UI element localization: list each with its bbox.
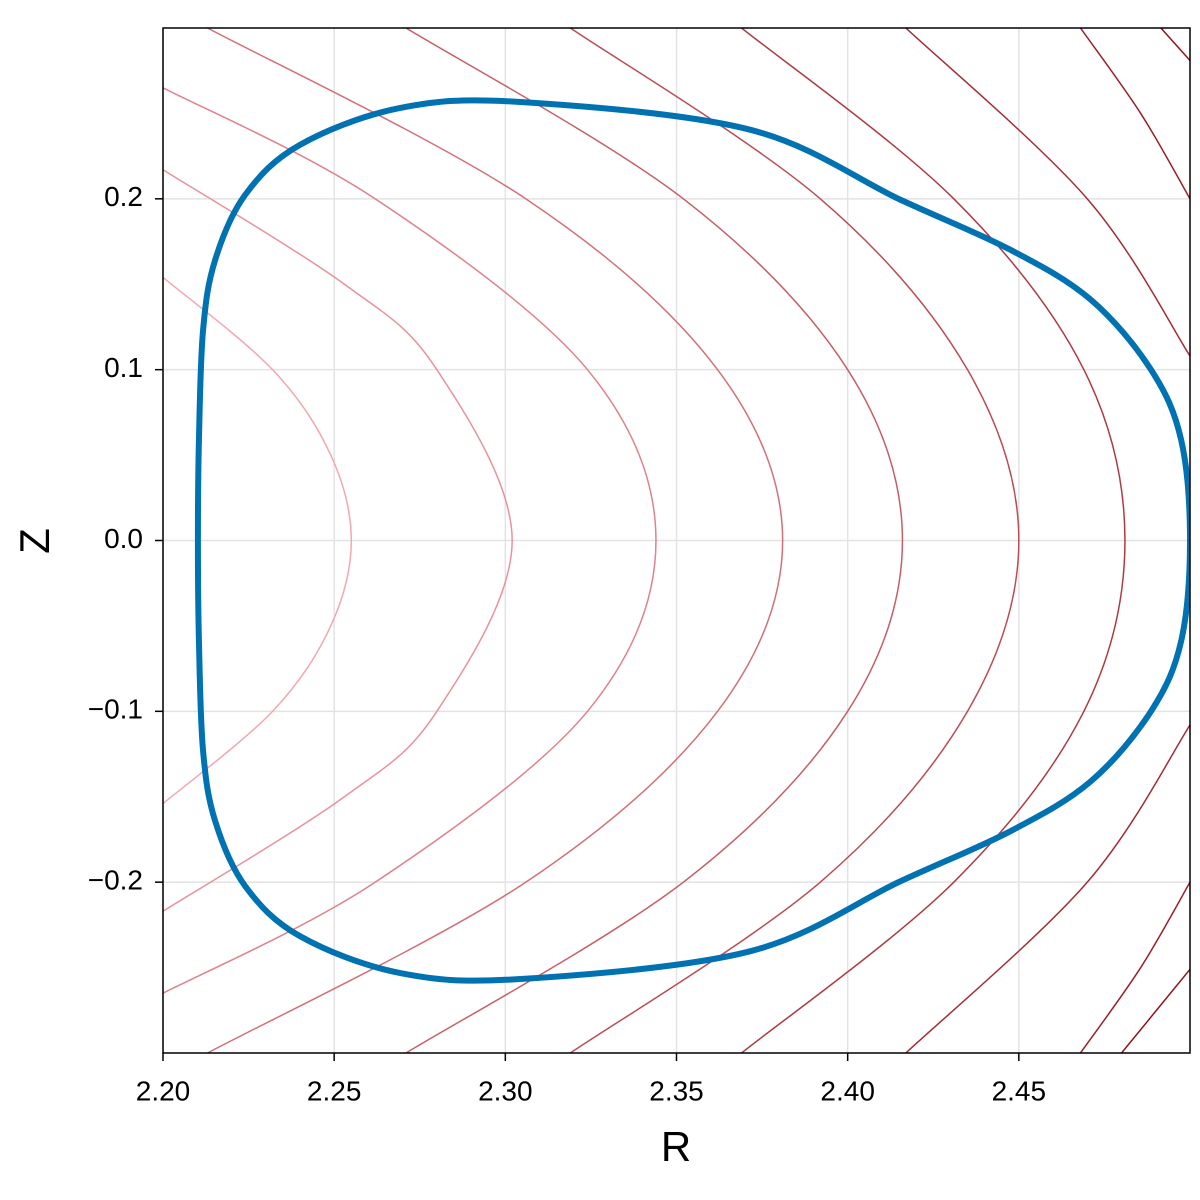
contour-line [207,28,784,1053]
contour-line [163,87,657,994]
contour-line [405,28,904,1053]
grid [162,28,1190,1053]
contour-line [163,276,353,805]
x-axis-label: R [661,1123,691,1170]
contour-line [905,28,1190,1053]
x-tick-label: 2.45 [992,1075,1047,1106]
x-tick-label: 2.40 [820,1075,875,1106]
y-tick-label: 0.2 [104,181,143,212]
x-tick-label: 2.20 [136,1075,191,1106]
contour-line [569,28,1020,1053]
boundary-line [194,97,1190,984]
y-tick-label: 0.1 [104,352,143,383]
plot-area [163,28,1190,1053]
contour-line [163,169,513,912]
ticks: 2.20 2.25 2.30 2.35 2.40 2.45 −0.2 −0.1 0.0 0.1 0.… [88,181,1046,1106]
y-tick-label: −0.1 [88,694,143,725]
x-tick-label: 2.30 [478,1075,533,1106]
x-tick-label: 2.35 [649,1075,704,1106]
x-tick-label: 2.25 [307,1075,362,1106]
y-tick-label: 0.0 [104,523,143,554]
y-axis-label: Z [11,528,58,554]
contour-line [741,28,1126,1053]
contour-line [1120,28,1190,1053]
y-tick-label: −0.2 [88,865,143,896]
contour-line [1079,28,1190,1053]
